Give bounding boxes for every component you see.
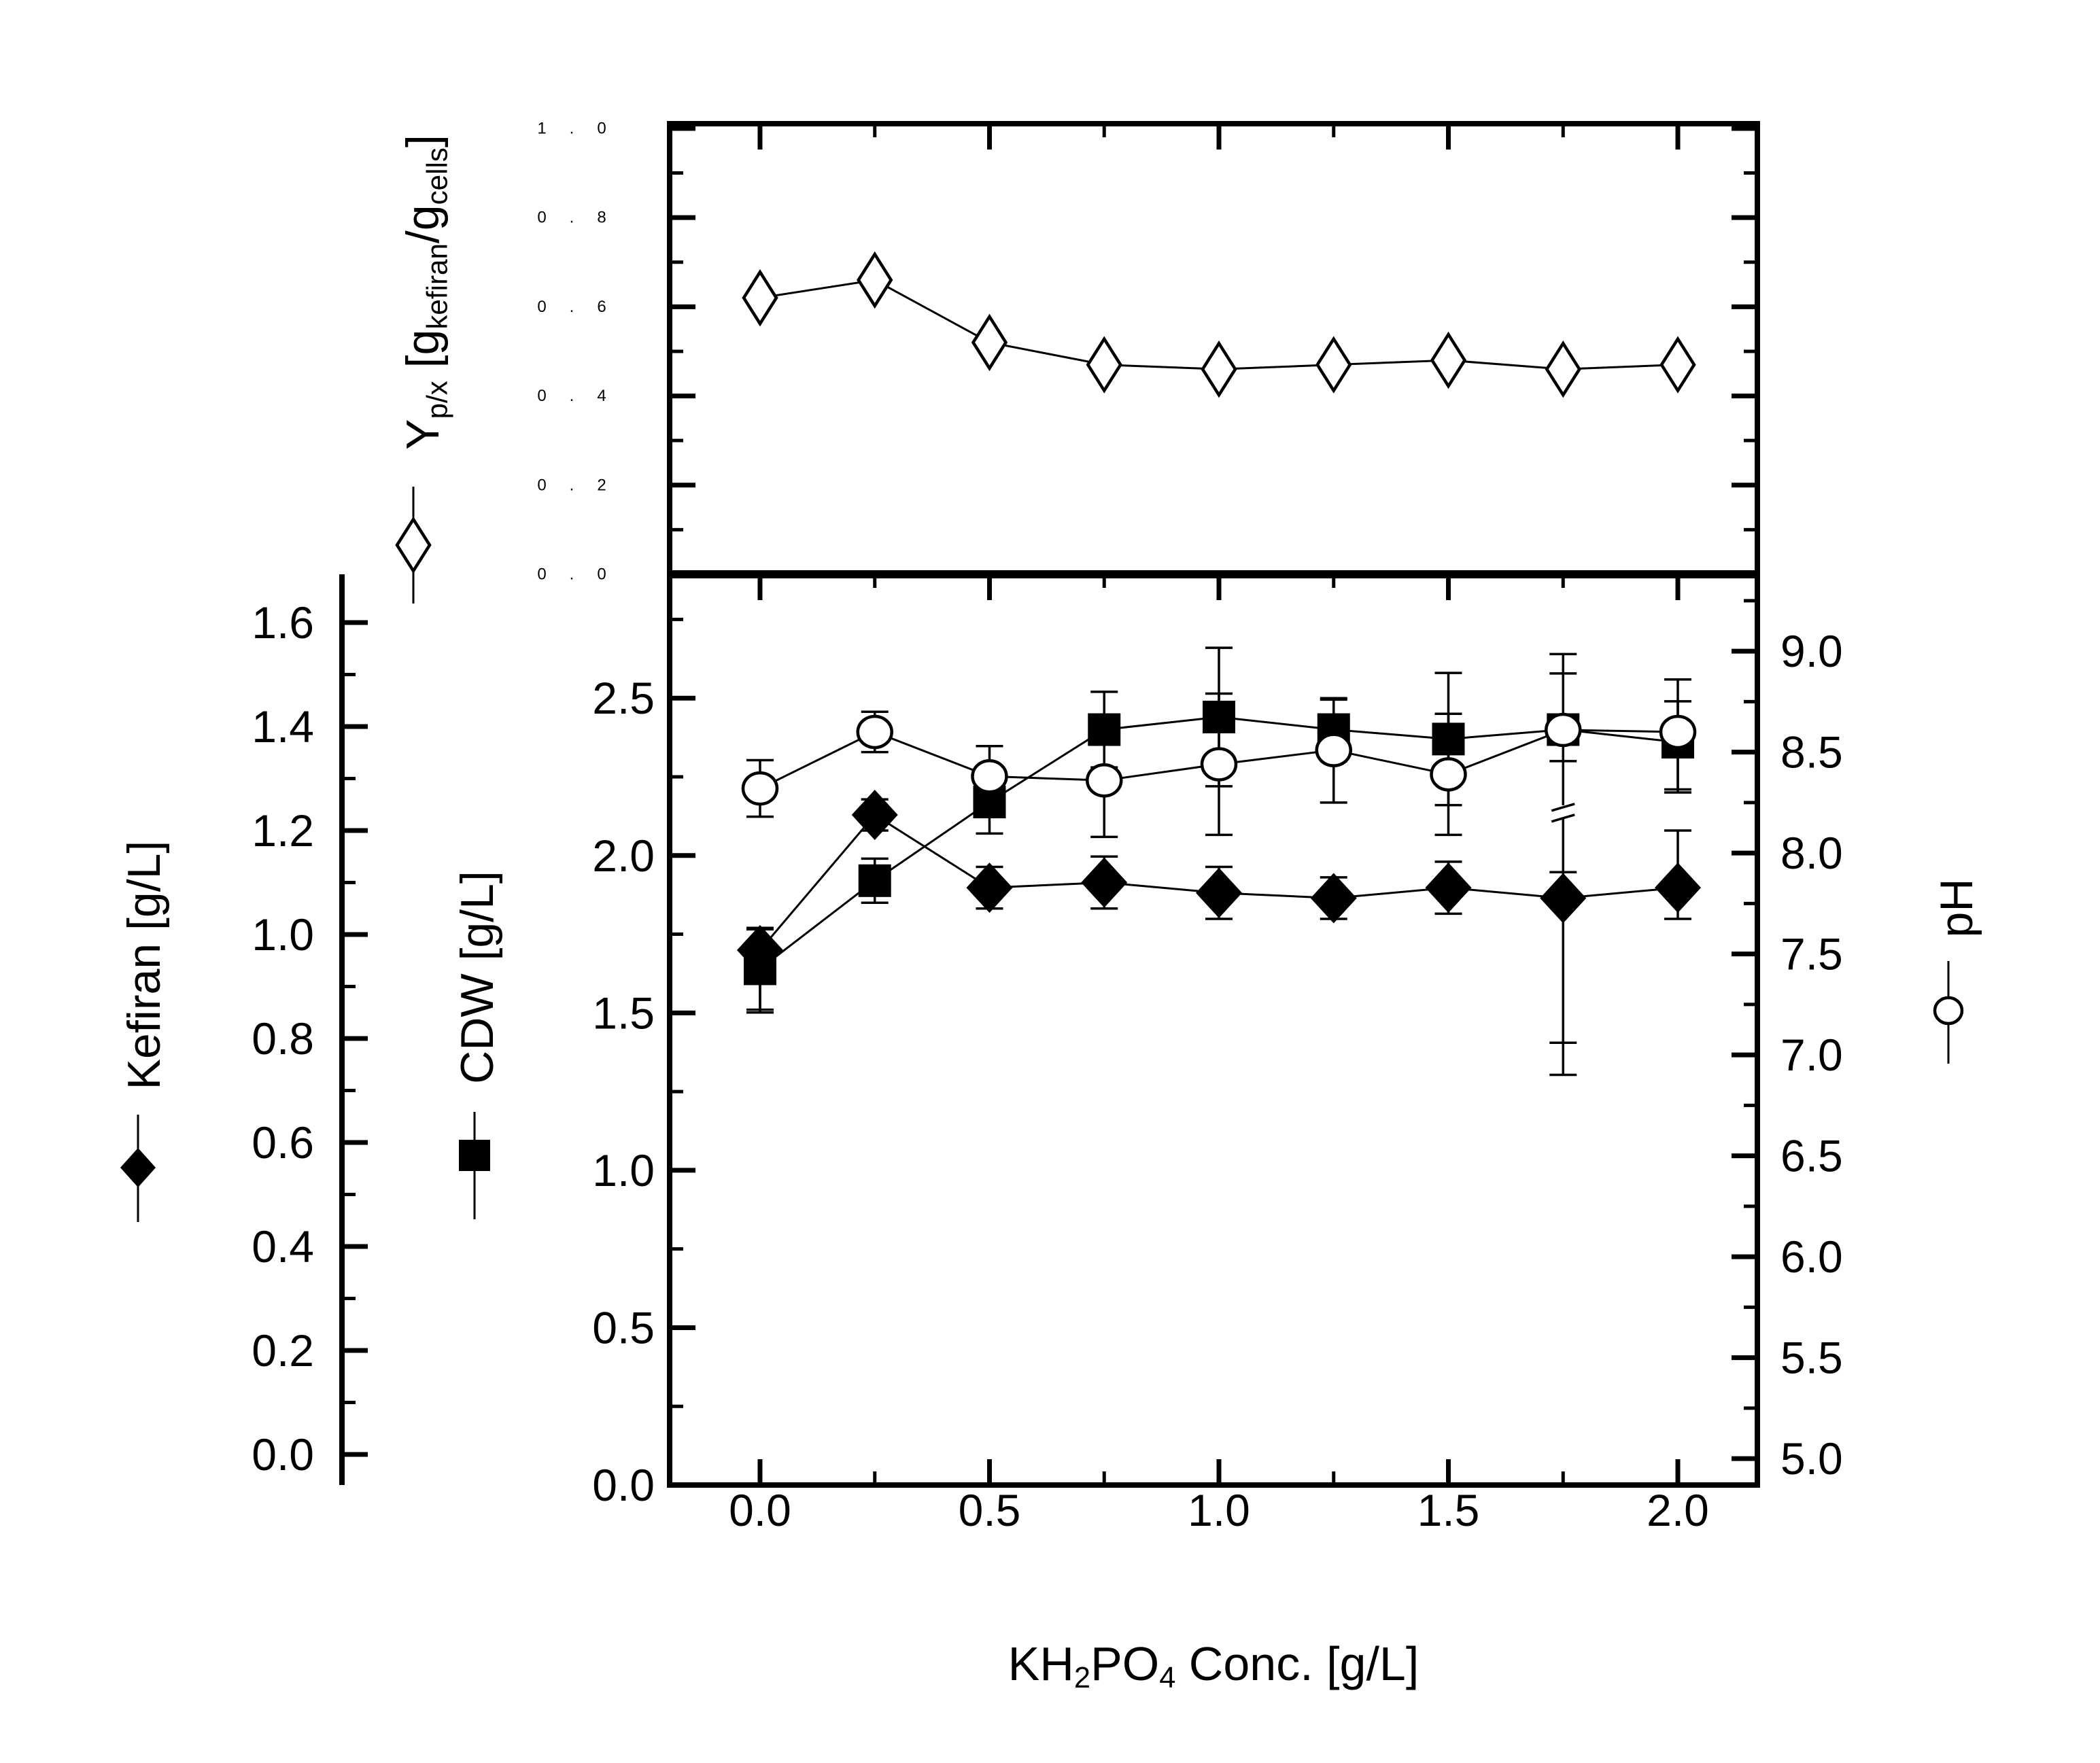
yield-y-tick-label: 0.6 xyxy=(537,298,629,316)
ph-axis-title: pH xyxy=(1931,879,1982,938)
ph-tick-label: 6.5 xyxy=(1780,1131,1843,1181)
x-tick-label: 2.0 xyxy=(1647,1485,1709,1535)
legend xyxy=(120,487,1964,1222)
ph-tick-label: 9.0 xyxy=(1780,626,1843,676)
ph-tick-label: 6.0 xyxy=(1780,1232,1843,1282)
subscript-part: 4 xyxy=(1159,1662,1175,1694)
x-tick-label: 1.5 xyxy=(1417,1485,1480,1535)
pH-err-break xyxy=(1551,814,1575,823)
x-tick-label: 0.5 xyxy=(959,1485,1021,1535)
kefiran-tick-label: 0.0 xyxy=(252,1429,314,1480)
yield-Ypx-marker xyxy=(1201,341,1237,398)
kefiran-legend-marker xyxy=(120,1148,156,1187)
text-part: PO xyxy=(1090,1637,1159,1690)
cdw-legend-marker xyxy=(459,1140,490,1171)
text-part: ] xyxy=(397,135,449,147)
cdw-tick-label: 1.5 xyxy=(592,988,655,1038)
cdw-tick-label: 2.0 xyxy=(592,831,655,881)
kefiran-tick-label: 0.2 xyxy=(252,1325,314,1376)
yield-Ypx-marker xyxy=(971,313,1008,372)
text-part: /g xyxy=(397,205,449,243)
panel-yield: 1.0 0.8 0.6 0.4 0.2 0.0 xyxy=(537,119,1760,584)
Kefiran-marker xyxy=(1081,857,1128,908)
pH-err-break xyxy=(1551,803,1575,812)
yield-Ypx-marker xyxy=(1086,336,1122,394)
text-part: [g xyxy=(397,330,449,381)
kefiran-tick-label: 1.6 xyxy=(252,597,314,648)
pH-marker xyxy=(856,714,893,750)
yield-y-tick-label: 0.2 xyxy=(537,476,629,494)
kefiran-axis-title: Kefiran [g/L] xyxy=(118,841,170,1090)
yield-legend-marker xyxy=(395,516,432,574)
pH-marker xyxy=(1085,763,1123,798)
yield-axis-title: Yp/x [gkefiran/gcells] xyxy=(397,135,453,450)
subscript-part: cells xyxy=(421,147,453,205)
ph-tick-label: 8.0 xyxy=(1780,828,1843,878)
Kefiran-marker xyxy=(966,862,1013,913)
Kefiran-marker xyxy=(736,924,783,975)
ph-legend-marker xyxy=(1933,996,1964,1026)
pH-marker xyxy=(1430,757,1467,792)
x-axis-title: KH2PO4 Conc. [g/L] xyxy=(1008,1637,1419,1694)
text-part: Conc. [g/L] xyxy=(1175,1637,1419,1690)
kefiran-tick-label: 1.2 xyxy=(252,805,314,856)
cdw-tick-label: 0.5 xyxy=(592,1302,655,1352)
panel-main: 0.0 0.5 1.0 1.5 2.0 2.5 2.0 1.5 1.0 0.5 0.0 9.0 8.5 8… xyxy=(252,570,1843,1535)
text-part: Y xyxy=(397,419,449,450)
cdw-tick-label: 2.5 xyxy=(592,673,655,723)
yield-panel-border xyxy=(667,121,1760,577)
Kefiran-marker xyxy=(1195,867,1242,918)
yield-Ypx-marker xyxy=(1430,331,1467,389)
yield-Ypx-marker xyxy=(742,269,778,327)
CDW-marker xyxy=(858,864,891,897)
pH-marker xyxy=(1200,747,1238,782)
ph-tick-label: 8.5 xyxy=(1780,727,1843,778)
kefiran-tick-label: 1.0 xyxy=(252,909,314,960)
yield-y-tick-label: 0.4 xyxy=(537,387,629,405)
pH-marker xyxy=(1545,712,1582,748)
yield-Ypx-marker xyxy=(1315,336,1352,394)
CDW-marker xyxy=(1432,722,1465,756)
subscript-part: 2 xyxy=(1074,1662,1090,1694)
pH-marker xyxy=(1315,733,1353,767)
subscript-part: p/x xyxy=(421,381,453,419)
Kefiran-marker xyxy=(851,790,898,841)
text-part: KH xyxy=(1008,1637,1074,1690)
yield-y-tick-label: 0.8 xyxy=(537,209,629,227)
kefiran-tick-label: 1.4 xyxy=(252,701,314,752)
ph-tick-label: 7.0 xyxy=(1780,1030,1843,1080)
pH-marker xyxy=(971,759,1008,794)
yield-Ypx-marker xyxy=(1659,336,1696,394)
yield-Ypx-marker xyxy=(857,251,893,309)
cdw-axis-title: CDW [g/L] xyxy=(451,871,503,1084)
CDW-marker xyxy=(1088,713,1121,746)
CDW-marker xyxy=(1202,700,1235,733)
kefiran-tick-label: 0.6 xyxy=(252,1117,314,1168)
cdw-tick-label: 0.0 xyxy=(592,1460,655,1510)
yield-Ypx-marker xyxy=(1545,341,1581,398)
main-series xyxy=(736,646,1702,1077)
generated-chart-content: 1.0 0.8 0.6 0.4 0.2 0.0 0.0 0.5 1.0 1.5 2.0 2.5 2.0 1… xyxy=(120,119,1964,1535)
kefiran-tick-label: 0.4 xyxy=(252,1221,314,1272)
yield-y-tick-label: 1.0 xyxy=(537,119,629,137)
Kefiran-marker xyxy=(1655,862,1702,913)
pH-marker xyxy=(1659,714,1697,750)
pH-marker xyxy=(741,771,779,806)
x-tick-label: 0.0 xyxy=(729,1485,791,1535)
kefiran-tick-label: 0.8 xyxy=(252,1013,314,1064)
ph-tick-label: 5.0 xyxy=(1780,1433,1843,1484)
Kefiran-marker xyxy=(1540,873,1587,924)
ph-tick-label: 5.5 xyxy=(1780,1333,1843,1383)
cdw-tick-label: 1.0 xyxy=(592,1145,655,1195)
x-tick-label: 1.0 xyxy=(1188,1485,1250,1535)
ph-tick-label: 7.5 xyxy=(1780,929,1843,979)
yield-y-tick-label: 0.0 xyxy=(537,565,629,584)
Kefiran-marker xyxy=(1310,873,1357,924)
subscript-part: kefiran xyxy=(421,243,453,330)
Kefiran-marker xyxy=(1425,862,1472,913)
